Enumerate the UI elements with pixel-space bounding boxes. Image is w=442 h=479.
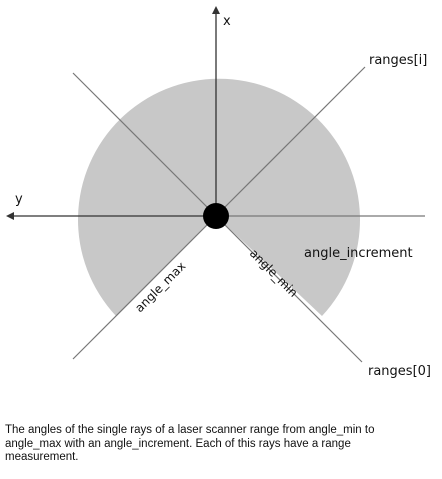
ray-line-ranges-i <box>215 66 366 217</box>
ray-line-upper-left <box>72 72 217 217</box>
figure-caption: The angles of the single rays of a laser… <box>5 424 375 463</box>
ranges-0-label: ranges[0] <box>368 364 431 379</box>
scan-coverage-area <box>77 78 361 316</box>
y-axis-label: y <box>15 192 23 207</box>
angle-increment-label: angle_increment <box>304 246 413 261</box>
x-axis-label: x <box>223 14 231 29</box>
laser-scan-diagram: x y ranges[i] ranges[0] angle_increment … <box>6 6 431 379</box>
ranges-i-label: ranges[i] <box>369 53 427 68</box>
ray-line-ranges-0 <box>215 215 363 363</box>
scanner-origin <box>203 203 229 229</box>
ray-line-angle-max <box>72 215 217 360</box>
